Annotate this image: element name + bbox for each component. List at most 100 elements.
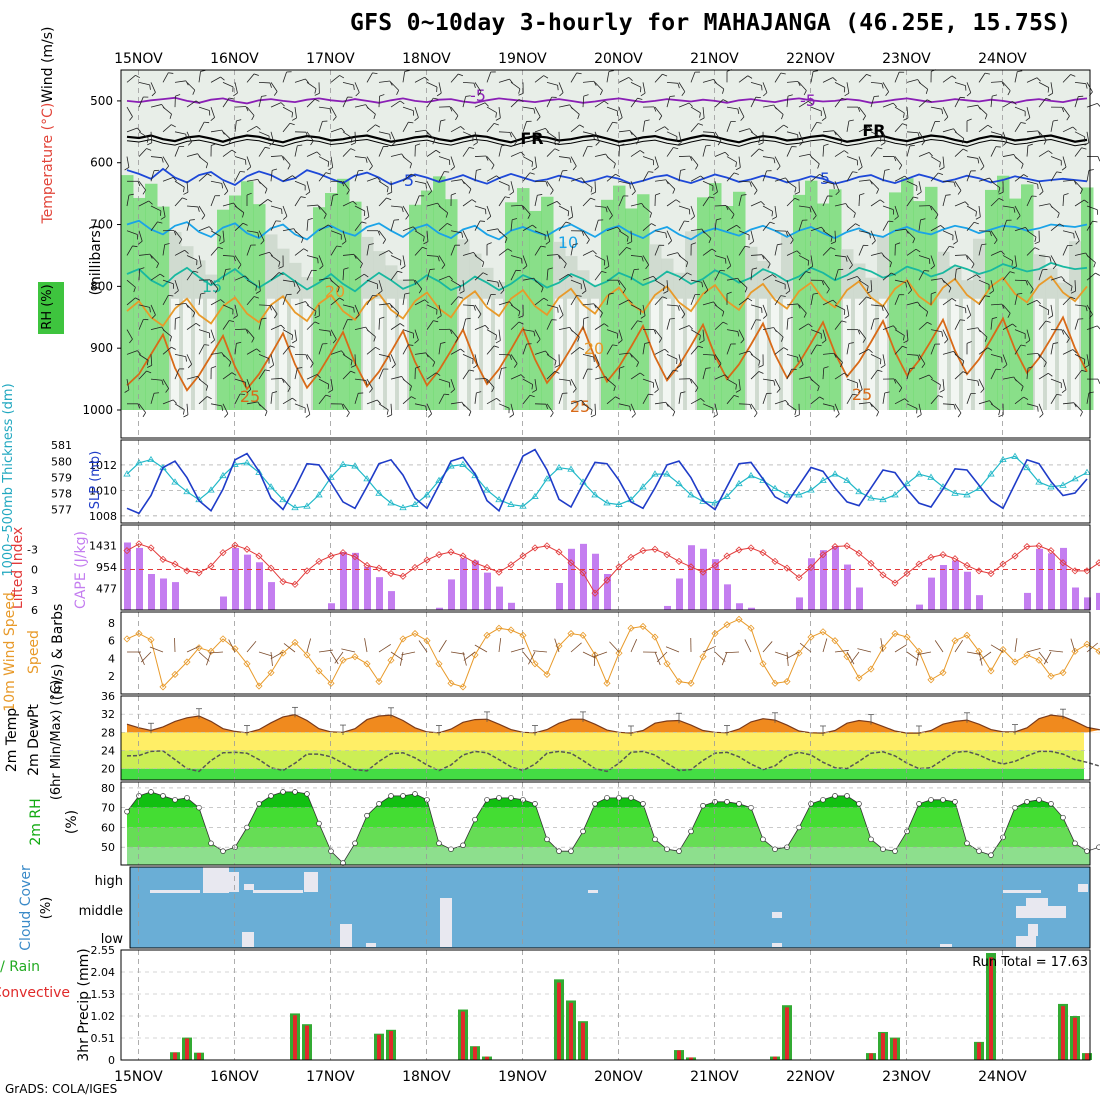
wind-barb xyxy=(630,269,635,281)
wind-barb-flag xyxy=(314,98,320,102)
wind-barb-flag xyxy=(350,148,356,151)
wind-barb-flag xyxy=(664,348,669,353)
wind-barb-flag xyxy=(808,265,813,270)
cape-tick-label: 477 xyxy=(96,583,117,596)
wind-barb xyxy=(1014,344,1022,355)
wind-barb-flag xyxy=(938,395,944,398)
cloud-block xyxy=(203,867,229,893)
wind-barb xyxy=(894,378,903,389)
wind-barb-flag xyxy=(518,92,524,96)
rh-marker xyxy=(832,793,838,799)
rh-marker xyxy=(352,840,358,847)
wind-barb xyxy=(930,343,936,355)
wind-speed-marker xyxy=(867,665,875,673)
wind-barb xyxy=(846,276,858,281)
wind-barb xyxy=(1002,354,1008,365)
wind-barb-flag xyxy=(858,389,863,394)
wind-barb-flag xyxy=(325,394,331,397)
wind-barb xyxy=(666,131,678,137)
wind-barb xyxy=(942,195,947,207)
wind-barb-flag xyxy=(637,320,643,323)
lifted-index-marker xyxy=(399,572,407,580)
wind-barb-flag xyxy=(208,226,213,231)
rh-marker xyxy=(532,801,538,807)
wind-barb-flag xyxy=(586,239,590,245)
temp-band-yellowgreen xyxy=(121,750,1084,769)
wind-barb-flag xyxy=(808,323,813,328)
wind-barb-flag xyxy=(892,102,897,108)
lifted-index-marker xyxy=(807,563,815,572)
wind-barb-flag xyxy=(816,121,822,124)
wind-barb xyxy=(390,220,395,231)
wind-barb-flag xyxy=(151,314,156,319)
surface-wind-barb xyxy=(401,651,416,656)
wind-barb-flag xyxy=(893,156,897,162)
thickness-marker xyxy=(267,483,275,490)
wind-barb xyxy=(762,170,767,182)
wind-barb xyxy=(354,170,359,182)
wind-barb-flag xyxy=(397,270,403,273)
wind-barb xyxy=(510,304,521,312)
wind-barb xyxy=(462,180,472,190)
wind-barb-flag xyxy=(926,99,932,103)
wind-barb xyxy=(630,181,636,192)
wind-barb-flag xyxy=(1061,329,1065,335)
wind-barb-flag xyxy=(531,161,534,167)
wind-barb xyxy=(318,394,327,405)
wind-barb xyxy=(774,347,784,355)
wind-barb xyxy=(150,378,162,381)
wind-barb-flag xyxy=(577,114,580,120)
wind-barb xyxy=(726,205,735,215)
wind-barb xyxy=(822,180,834,185)
wind-barb-flag xyxy=(415,143,421,146)
wind-barb xyxy=(210,329,215,341)
wind-barb xyxy=(546,148,556,157)
wind-barb xyxy=(342,230,347,242)
isotherm-label: 25 xyxy=(570,397,590,416)
wind-barb xyxy=(810,255,814,267)
wind-barb-flag xyxy=(509,301,513,306)
wind-barb-flag xyxy=(797,357,799,363)
wind-barb-flag xyxy=(192,89,196,95)
wind-barb xyxy=(126,156,130,168)
wind-barb xyxy=(450,156,455,168)
wind-barb-flag xyxy=(495,335,497,341)
wind-barb-flag xyxy=(776,165,781,171)
wind-barb xyxy=(390,376,402,380)
wind-barb xyxy=(306,304,317,312)
wind-barb xyxy=(246,348,257,355)
wind-barb xyxy=(582,250,594,256)
wind-barb xyxy=(690,329,701,336)
wind-barb xyxy=(486,156,495,166)
wind-barb xyxy=(702,301,714,306)
wind-barb xyxy=(438,205,448,214)
wind-barb xyxy=(990,250,1002,256)
wind-barb-flag xyxy=(781,336,784,342)
wind-barb xyxy=(1038,98,1047,108)
wind-barb-flag xyxy=(433,97,439,100)
wind-barb-flag xyxy=(719,269,726,272)
lifted-index-marker xyxy=(195,569,203,577)
wind-speed-marker xyxy=(891,629,899,638)
wind-barb-flag xyxy=(183,191,189,195)
wind-barb-flag xyxy=(928,374,933,379)
wind-barb xyxy=(990,369,997,380)
wind-barb xyxy=(882,205,894,210)
wind-barb xyxy=(822,230,833,238)
thickness-marker xyxy=(807,486,815,493)
wind-barb xyxy=(414,279,423,290)
wind-barb-flag xyxy=(843,372,849,377)
wind-barb xyxy=(402,173,412,182)
surface-wind-barb xyxy=(228,639,236,653)
wind-barb xyxy=(858,349,869,355)
below-ground-area xyxy=(121,410,1090,438)
lifted-index-marker xyxy=(867,559,875,567)
wind-barb-flag xyxy=(935,214,939,220)
temp-tick-label: 28 xyxy=(101,726,115,739)
wind-barb xyxy=(366,156,373,167)
wind-barb-flag xyxy=(821,280,825,286)
wind-barb-flag xyxy=(369,388,373,393)
wind-barb-flag xyxy=(531,167,537,171)
wind-barb xyxy=(1014,106,1026,112)
wind-barb xyxy=(150,131,153,143)
